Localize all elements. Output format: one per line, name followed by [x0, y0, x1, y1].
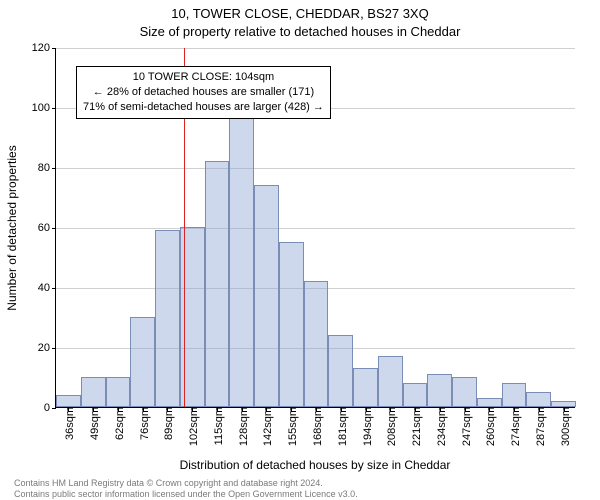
- histogram-bar: [452, 377, 477, 407]
- histogram-bar: [130, 317, 155, 407]
- histogram-bar: [526, 392, 551, 407]
- xtick-label: 300sqm: [556, 407, 572, 446]
- xtick-label: 208sqm: [382, 407, 398, 446]
- xtick-label: 234sqm: [432, 407, 448, 446]
- histogram-bar: [304, 281, 329, 407]
- xtick-label: 142sqm: [258, 407, 274, 446]
- footer-line-1: Contains HM Land Registry data © Crown c…: [14, 478, 358, 489]
- title-main: 10, TOWER CLOSE, CHEDDAR, BS27 3XQ: [0, 6, 600, 21]
- xtick-label: 181sqm: [333, 407, 349, 446]
- annotation-line: 71% of semi-detached houses are larger (…: [83, 100, 324, 115]
- histogram-bar: [155, 230, 180, 407]
- histogram-bar: [502, 383, 527, 407]
- xtick-label: 260sqm: [481, 407, 497, 446]
- histogram-bar: [56, 395, 81, 407]
- histogram-bar: [279, 242, 304, 407]
- xtick-label: 62sqm: [110, 407, 126, 440]
- xtick-label: 89sqm: [159, 407, 175, 440]
- ytick-label: 120: [32, 42, 56, 54]
- xtick-label: 36sqm: [60, 407, 76, 440]
- ytick-label: 20: [38, 342, 56, 354]
- annotation-box: 10 TOWER CLOSE: 104sqm← 28% of detached …: [76, 66, 331, 119]
- histogram-bar: [477, 398, 502, 407]
- xtick-label: 221sqm: [407, 407, 423, 446]
- footer-line-2: Contains public sector information licen…: [14, 489, 358, 500]
- xtick-label: 194sqm: [358, 407, 374, 446]
- title-sub: Size of property relative to detached ho…: [0, 24, 600, 39]
- histogram-bar: [205, 161, 230, 407]
- xtick-label: 168sqm: [308, 407, 324, 446]
- histogram-bar: [106, 377, 131, 407]
- histogram-bar: [378, 356, 403, 407]
- xtick-label: 247sqm: [457, 407, 473, 446]
- ytick-label: 60: [38, 222, 56, 234]
- gridline: [56, 228, 575, 229]
- ytick-label: 100: [32, 102, 56, 114]
- xtick-label: 155sqm: [283, 407, 299, 446]
- ytick-label: 40: [38, 282, 56, 294]
- x-axis-label: Distribution of detached houses by size …: [55, 458, 575, 472]
- xtick-label: 128sqm: [234, 407, 250, 446]
- xtick-label: 76sqm: [135, 407, 151, 440]
- histogram-bar: [81, 377, 106, 407]
- histogram-bar: [229, 113, 254, 407]
- histogram-bar: [427, 374, 452, 407]
- gridline: [56, 168, 575, 169]
- histogram-bar: [328, 335, 353, 407]
- gridline: [56, 48, 575, 49]
- y-axis-label: Number of detached properties: [5, 145, 19, 310]
- xtick-label: 115sqm: [209, 407, 225, 445]
- footer-attribution: Contains HM Land Registry data © Crown c…: [14, 478, 358, 500]
- xtick-label: 102sqm: [184, 407, 200, 446]
- histogram-bar: [403, 383, 428, 407]
- xtick-label: 274sqm: [506, 407, 522, 446]
- histogram-bar: [353, 368, 378, 407]
- ytick-label: 0: [44, 402, 56, 414]
- ytick-label: 80: [38, 162, 56, 174]
- annotation-line: 10 TOWER CLOSE: 104sqm: [83, 70, 324, 85]
- xtick-label: 49sqm: [85, 407, 101, 440]
- histogram-plot: 02040608010012036sqm49sqm62sqm76sqm89sqm…: [55, 48, 575, 408]
- annotation-line: ← 28% of detached houses are smaller (17…: [83, 85, 324, 100]
- histogram-bar: [254, 185, 279, 407]
- xtick-label: 287sqm: [531, 407, 547, 446]
